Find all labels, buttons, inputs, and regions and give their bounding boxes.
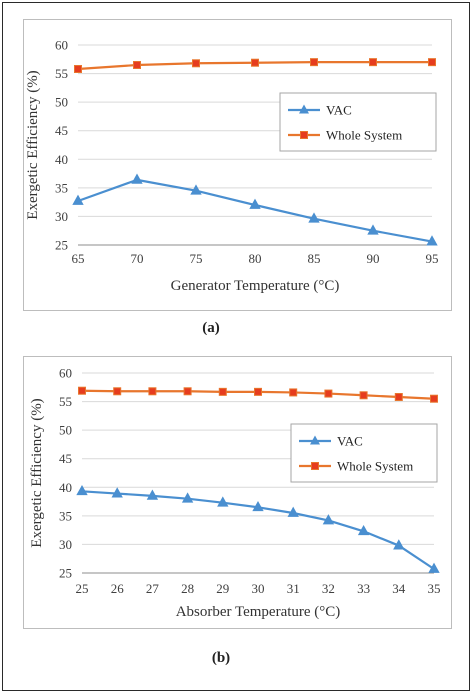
data-point-vac-b <box>287 506 299 517</box>
data-point-vac-b <box>393 539 405 550</box>
x-tick-label-b: 25 <box>76 581 89 596</box>
data-point-whole-system-a <box>74 65 82 73</box>
y-tick-label-a: 40 <box>55 152 68 167</box>
data-point-vac-b <box>181 492 194 503</box>
y-tick-label-a: 35 <box>55 180 68 195</box>
data-point-vac-a <box>308 212 320 223</box>
legend-label-vac-a: VAC <box>326 103 352 118</box>
y-tick-label-b: 60 <box>59 366 72 381</box>
x-tick-label-b: 34 <box>392 581 406 596</box>
data-point-whole-system-b <box>430 394 438 403</box>
legend-marker-vac-a <box>299 104 309 114</box>
y-axis-title-b: Exergetic Efficiency (%) <box>29 398 45 547</box>
y-axis-title-a: Exergetic Efficiency (%) <box>25 70 41 219</box>
data-point-whole-system-b <box>78 386 86 395</box>
data-point-whole-system-a <box>251 58 259 67</box>
data-point-whole-system-b <box>394 393 403 401</box>
data-point-whole-system-b <box>218 387 227 396</box>
data-point-whole-system-a <box>428 58 436 67</box>
data-point-vac-a <box>426 235 438 246</box>
data-point-vac-b <box>76 484 88 496</box>
data-point-vac-b <box>252 500 264 512</box>
x-tick-label-b: 27 <box>146 581 160 596</box>
x-tick-label-b: 31 <box>287 581 300 596</box>
y-tick-label-a: 25 <box>55 238 68 253</box>
legend-marker-whole-system-a <box>300 131 308 139</box>
x-tick-label-a: 65 <box>72 251 85 266</box>
x-tick-label-a: 85 <box>308 251 321 266</box>
data-point-whole-system-b <box>148 387 157 396</box>
legend-box-b <box>290 423 438 483</box>
y-tick-label-b: 30 <box>59 537 72 552</box>
data-point-vac-b <box>357 524 370 536</box>
legend-marker-vac-b <box>310 435 320 445</box>
data-point-vac-a <box>190 184 202 195</box>
data-point-whole-system-a <box>133 61 141 69</box>
y-tick-label-a: 45 <box>55 123 68 138</box>
data-point-vac-b <box>217 496 229 507</box>
x-tick-label-b: 33 <box>357 581 370 596</box>
x-tick-label-b: 30 <box>252 581 265 596</box>
caption-b: (b) <box>211 650 231 666</box>
y-tick-label-a: 55 <box>55 66 68 81</box>
y-tick-label-b: 35 <box>59 508 72 523</box>
data-point-whole-system-b <box>254 387 262 396</box>
y-tick-label-a: 50 <box>55 95 68 110</box>
data-point-vac-b <box>428 562 440 573</box>
data-point-whole-system-b <box>113 387 122 396</box>
legend-marker-whole-system-b <box>311 462 319 470</box>
data-point-vac-a <box>72 194 84 205</box>
data-point-whole-system-b <box>183 387 192 396</box>
data-point-whole-system-b <box>359 391 368 400</box>
x-axis-title-b: Absorber Temperature (°C) <box>176 604 341 620</box>
figure-frame <box>2 2 470 691</box>
y-tick-label-b: 45 <box>59 451 72 466</box>
data-point-vac-a <box>249 198 261 209</box>
data-point-whole-system-b <box>324 389 333 398</box>
data-point-whole-system-a <box>310 58 318 67</box>
data-point-whole-system-a <box>369 58 377 67</box>
x-tick-label-b: 26 <box>111 581 125 596</box>
x-axis-title-a: Generator Temperature (°C) <box>171 278 340 294</box>
legend-label-whole-system-a: Whole System <box>326 128 402 143</box>
x-tick-label-b: 28 <box>181 581 194 596</box>
data-point-vac-b <box>146 489 159 500</box>
y-tick-label-a: 30 <box>55 209 68 224</box>
x-tick-label-a: 95 <box>426 251 439 266</box>
x-tick-label-a: 70 <box>131 251 144 266</box>
x-tick-label-a: 90 <box>367 251 380 266</box>
data-point-whole-system-b <box>289 388 298 397</box>
data-point-vac-a <box>367 224 379 235</box>
y-tick-label-b: 40 <box>59 480 72 495</box>
y-tick-label-a: 60 <box>55 38 68 53</box>
data-point-vac-b <box>322 514 335 525</box>
x-tick-label-a: 75 <box>190 251 203 266</box>
data-point-vac-a <box>131 173 143 184</box>
series-line-vac-a <box>77 178 433 243</box>
legend-label-vac-b: VAC <box>337 434 363 449</box>
legend-box-a <box>279 92 437 152</box>
x-tick-label-b: 29 <box>216 581 229 596</box>
data-point-whole-system-a <box>192 59 200 68</box>
legend-label-whole-system-b: Whole System <box>337 459 413 474</box>
x-tick-label-b: 35 <box>428 581 441 596</box>
y-tick-label-b: 25 <box>59 566 72 581</box>
x-tick-label-a: 80 <box>249 251 262 266</box>
y-tick-label-b: 50 <box>59 423 72 438</box>
x-tick-label-b: 32 <box>322 581 335 596</box>
y-tick-label-b: 55 <box>59 394 72 409</box>
caption-a: (a) <box>202 320 220 336</box>
data-point-vac-b <box>111 487 123 498</box>
